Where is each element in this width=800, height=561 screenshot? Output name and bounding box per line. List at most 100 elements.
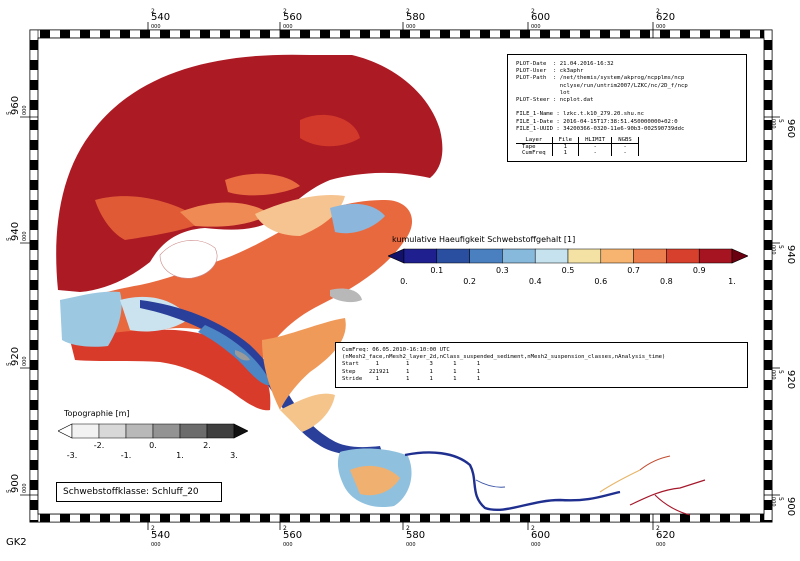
metadata-table-cell: - [578, 150, 613, 157]
y-label-main: 920 [785, 370, 796, 390]
y-label-main: 960 [785, 119, 796, 139]
analysis-info-lines: CumFreq: 06.05.2010-16:10:00 UTC (nMesh2_… [342, 347, 741, 383]
x-label-sub: 000 [283, 542, 293, 548]
colorbar-swatch [98, 423, 127, 439]
colorbar-swatch [666, 248, 700, 264]
colorbar-high-arrow [731, 248, 748, 264]
metadata-line: nclyse/run/untrim2007/LZKC/nc/2D_f/ncp [516, 82, 688, 89]
metadata-line: FILE_1-Name : lzkc.t.k10_279.20.shu.nc [516, 111, 644, 118]
metadata-lines: PLOT-Date : 21.04.2016-16:32 PLOT-User : … [516, 61, 738, 133]
metadata-table: Layer File HLIMIT NGBS Tape 1- - CumFreq 1- - [516, 137, 639, 157]
colorbar-swatch [698, 248, 733, 264]
x-label-main: 560 [283, 530, 303, 541]
x-label-main: 580 [406, 12, 426, 23]
frequency-label-bottom: 0. [400, 277, 408, 286]
grid-system-label: GK2 [6, 537, 27, 548]
metadata-table-row: CumFreq 1- - [516, 150, 639, 157]
y-label-main: 900 [785, 497, 796, 517]
colorbar-swatch [633, 248, 667, 264]
colorbar-swatch [152, 423, 181, 439]
colorbar-swatch [206, 423, 235, 439]
analysis-info-line: Stride 1 1 1 1 1 [342, 375, 481, 382]
y-label-main: 960 [10, 95, 21, 115]
y-label-prefix: 5 [777, 119, 784, 123]
sediment-class-label: Schwebstoffklasse: Schluff_20 [56, 482, 222, 502]
y-label-main: 920 [10, 346, 21, 366]
y-label-main: 940 [10, 221, 21, 241]
metadata-table-cell: CumFreq [516, 150, 553, 157]
topography-label: 1. [176, 451, 184, 460]
x-label-sub: 000 [151, 24, 161, 30]
x-label-prefix: 2 [151, 525, 155, 532]
metadata-line: PLOT-Path : /net/themis/system/akprog/nc… [516, 75, 685, 82]
frequency-colorbar [388, 248, 748, 264]
river [404, 451, 621, 512]
x-label-prefix: 2 [283, 525, 287, 532]
metadata-table-header-cell: HLIMIT [578, 137, 613, 144]
x-label-main: 600 [531, 12, 551, 23]
metadata-table-header-cell: Layer [516, 137, 553, 144]
frequency-label-bottom: 1. [728, 277, 736, 286]
y-label-sub: 000 [22, 105, 28, 115]
y-label-sub: 000 [22, 356, 28, 366]
x-label-prefix: 2 [656, 8, 660, 15]
analysis-info-line: (nMesh2_face,nMesh2_layer_2d,nClass_susp… [342, 354, 666, 361]
metadata-line: PLOT-Date : 21.04.2016-16:32 [516, 61, 614, 67]
analysis-info-line: Start 1 1 3 1 1 [342, 361, 481, 368]
metadata-table-cell: Tape [516, 143, 553, 151]
topography-label: 2. [203, 441, 211, 450]
metadata-line [516, 104, 738, 111]
x-label-main: 560 [283, 12, 303, 23]
colorbar-swatch [567, 248, 602, 264]
metadata-table-cell: 1 [552, 150, 580, 157]
frequency-legend-title: kumulative Haeufigkeit Schwebstoffgehalt… [392, 235, 576, 244]
frequency-label-top: 0.5 [561, 266, 575, 275]
y-label-sub: 000 [22, 231, 28, 241]
island [159, 240, 218, 279]
colorbar-high-arrow [233, 423, 248, 439]
x-label-main: 620 [656, 12, 676, 23]
x-label-sub: 000 [283, 24, 293, 30]
x-label-sub: 000 [531, 542, 541, 548]
metadata-table-cell: - [611, 143, 639, 151]
x-label-sub: 000 [656, 542, 666, 548]
y-label-prefix: 5 [777, 497, 784, 501]
colorbar-swatch [71, 423, 100, 439]
x-label-prefix: 2 [406, 525, 410, 532]
x-label-main: 540 [151, 12, 171, 23]
metadata-table-header-cell: NGBS [611, 137, 639, 144]
x-label-main: 620 [656, 530, 676, 541]
metadata-line: FILE_1-UUID : 34200366-0320-11e6-90b3-00… [516, 125, 685, 132]
analysis-info-line: CumFreq: 06.05.2010-16:10:00 UTC [342, 347, 450, 353]
frequency-label-bottom: 0.2 [463, 277, 476, 286]
frequency-label-top: 0.3 [496, 266, 509, 275]
frequency-label-bottom: 0.6 [594, 277, 608, 286]
y-label-main: 940 [785, 245, 796, 265]
frequency-label-top: 0.7 [627, 266, 640, 275]
colorbar-swatch [125, 423, 154, 439]
colorbar-low-arrow [58, 423, 73, 439]
colorbar-swatch [436, 248, 470, 264]
x-label-sub: 000 [406, 542, 416, 548]
frequency-label-bottom: 0.4 [528, 277, 542, 286]
frequency-label-top: 0.9 [692, 266, 706, 275]
y-label-prefix: 5 [777, 370, 784, 374]
y-label-main: 900 [10, 473, 21, 493]
topography-label: -3. [66, 451, 78, 460]
y-label-prefix: 5 [777, 245, 784, 249]
y-label-sub: 000 [770, 497, 776, 507]
metadata-table-row: Tape 1- - [516, 143, 639, 151]
y-label-sub: 000 [770, 245, 776, 255]
y-label-sub: 000 [770, 119, 776, 129]
colorbar-swatch [403, 248, 438, 264]
x-label-sub: 000 [531, 24, 541, 30]
x-label-prefix: 2 [656, 525, 660, 532]
x-label-sub: 000 [406, 24, 416, 30]
topography-label: 0. [149, 441, 157, 450]
sediment-field [56, 54, 706, 516]
x-label-main: 580 [406, 530, 426, 541]
colorbar-swatch [469, 248, 503, 264]
metadata-table-cell: - [611, 150, 639, 157]
topography-label: 3. [230, 451, 238, 460]
